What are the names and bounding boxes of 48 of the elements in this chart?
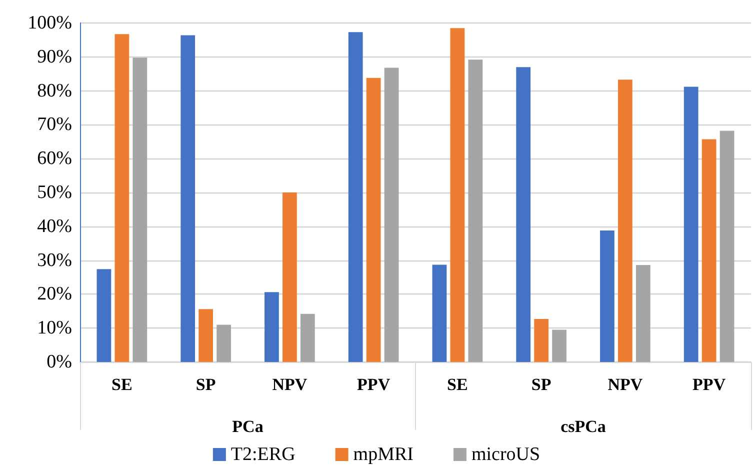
x-tick-label: SE — [112, 375, 132, 394]
text: PCa — [232, 417, 264, 436]
bar — [114, 34, 130, 362]
x-tick-label: NPV — [608, 375, 644, 394]
bar — [618, 80, 632, 362]
y-tick-label: 50% — [37, 182, 72, 203]
legend-label: microUS — [471, 444, 540, 465]
bar — [720, 130, 734, 362]
y-tick-label: 10% — [37, 318, 72, 339]
x-tick-label: SE — [447, 375, 468, 394]
bar — [702, 139, 716, 362]
x-tick-label: SP — [531, 375, 552, 394]
bar — [384, 68, 399, 362]
bar — [366, 78, 381, 362]
bar — [450, 28, 465, 362]
bar — [96, 269, 112, 362]
x-tick-label: PPV — [357, 375, 391, 394]
bar — [432, 264, 447, 362]
y-tick-label: 70% — [37, 114, 72, 136]
bar — [132, 58, 148, 362]
y-tick-label: 100% — [28, 12, 72, 34]
y-tick-label: 90% — [37, 46, 72, 68]
bar — [600, 230, 614, 362]
text: csPCa — [560, 417, 606, 436]
bar — [264, 292, 279, 362]
bar — [216, 324, 231, 362]
bar — [282, 192, 297, 362]
bar — [636, 265, 650, 362]
y-tick-label: 0% — [46, 352, 72, 372]
y-tick-label: 40% — [37, 216, 72, 237]
legend-label: T2:ERG — [230, 444, 296, 465]
y-tick-label: 80% — [37, 80, 72, 102]
bar — [684, 86, 698, 362]
x-tick-label: NPV — [272, 375, 308, 394]
bar — [180, 35, 196, 362]
bar — [552, 330, 566, 362]
bar — [516, 67, 531, 362]
bar — [468, 60, 483, 362]
bar — [198, 309, 213, 362]
x-tick-label: PPV — [692, 375, 726, 394]
legend-label: mpMRI — [353, 444, 414, 465]
x-tick-label: SP — [196, 375, 216, 394]
y-tick-label: 20% — [37, 284, 72, 305]
y-tick-label: 30% — [37, 250, 72, 271]
bar — [534, 318, 548, 362]
y-tick-label: 60% — [37, 148, 72, 170]
bar — [348, 32, 363, 362]
bar — [300, 314, 315, 362]
